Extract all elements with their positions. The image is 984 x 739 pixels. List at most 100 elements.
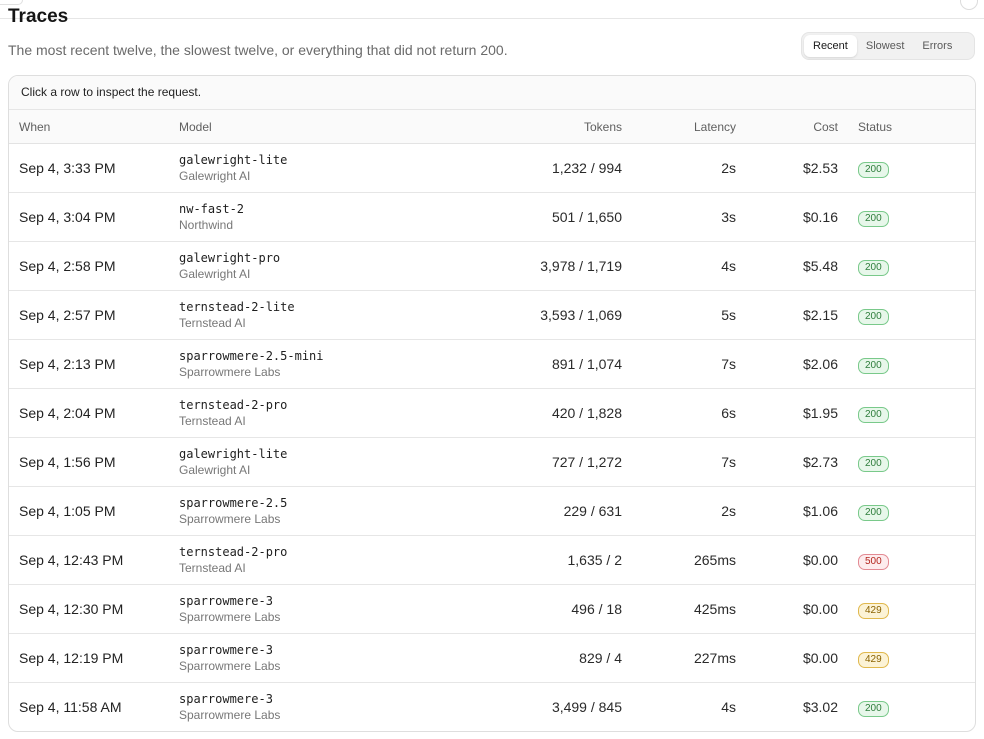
cell-latency: 5s xyxy=(721,307,736,323)
column-header-latency: Latency xyxy=(693,119,736,134)
model-name: sparrowmere-2.5 xyxy=(179,495,288,510)
model-name: ternstead-2-pro xyxy=(179,397,288,412)
cell-status: 200 xyxy=(838,208,889,227)
filter-slowest[interactable]: Slowest xyxy=(865,40,905,52)
status-badge: 200 xyxy=(858,700,889,717)
model-name: sparrowmere-3 xyxy=(179,691,273,706)
table-row[interactable]: Sep 4, 11:58 AM sparrowmere-3 Sparrowmer… xyxy=(9,683,975,731)
status-badge: 200 xyxy=(858,455,889,472)
cell-tokens: 1,635 / 2 xyxy=(567,552,623,568)
cell-model: sparrowmere-2.5-mini Sparrowmere Labs xyxy=(169,349,429,380)
cell-latency: 4s xyxy=(721,699,736,715)
model-provider: Sparrowmere Labs xyxy=(179,609,281,624)
model-provider: Galewright AI xyxy=(179,168,251,183)
cell-when: Sep 4, 12:19 PM xyxy=(19,650,124,666)
cell-model: galewright-pro Galewright AI xyxy=(169,251,429,282)
model-name: galewright-lite xyxy=(179,152,288,167)
table-row[interactable]: Sep 4, 12:30 PM sparrowmere-3 Sparrowmer… xyxy=(9,585,975,634)
cell-status: 200 xyxy=(838,404,889,423)
cell-cost: $0.00 xyxy=(802,650,838,666)
cell-status: 500 xyxy=(838,551,889,570)
model-name: sparrowmere-2.5-mini xyxy=(179,348,324,363)
model-provider: Galewright AI xyxy=(179,266,251,281)
table-row[interactable]: Sep 4, 2:13 PM sparrowmere-2.5-mini Spar… xyxy=(9,340,975,389)
model-name: sparrowmere-3 xyxy=(179,642,273,657)
cell-cost: $1.06 xyxy=(802,503,838,519)
table-row[interactable]: Sep 4, 1:05 PM sparrowmere-2.5 Sparrowme… xyxy=(9,487,975,536)
filter-recent[interactable]: Recent xyxy=(804,35,857,57)
cell-when: Sep 4, 3:33 PM xyxy=(19,160,116,176)
cell-latency: 3s xyxy=(721,209,736,225)
cell-model: ternstead-2-pro Ternstead AI xyxy=(169,398,429,429)
table-row[interactable]: Sep 4, 3:33 PM galewright-lite Galewrigh… xyxy=(9,144,975,193)
table-row[interactable]: Sep 4, 12:19 PM sparrowmere-3 Sparrowmer… xyxy=(9,634,975,683)
cell-tokens: 496 / 18 xyxy=(571,601,622,617)
top-bar-circle-button[interactable] xyxy=(960,0,978,10)
table-row[interactable]: Sep 4, 1:56 PM galewright-lite Galewrigh… xyxy=(9,438,975,487)
page-title: Traces xyxy=(8,8,69,27)
status-badge: 200 xyxy=(858,259,889,276)
model-provider: Ternstead AI xyxy=(179,315,246,330)
cell-when: Sep 4, 2:04 PM xyxy=(19,405,116,421)
cell-latency: 6s xyxy=(721,405,736,421)
cell-latency: 425ms xyxy=(693,601,736,617)
status-badge: 200 xyxy=(858,210,889,227)
table-body: Sep 4, 3:33 PM galewright-lite Galewrigh… xyxy=(9,144,975,731)
model-name: ternstead-2-lite xyxy=(179,299,295,314)
table-header: When Model Tokens Latency Cost Status xyxy=(9,110,975,144)
cell-cost: $2.53 xyxy=(802,160,838,176)
table-row[interactable]: Sep 4, 2:58 PM galewright-pro Galewright… xyxy=(9,242,975,291)
cell-status: 200 xyxy=(838,159,889,178)
cell-when: Sep 4, 3:04 PM xyxy=(19,209,116,225)
model-name: galewright-lite xyxy=(179,446,288,461)
filter-errors[interactable]: Errors xyxy=(922,40,953,52)
trace-filter-segmented-control: Recent Slowest Errors xyxy=(801,32,975,60)
model-provider: Ternstead AI xyxy=(179,413,246,428)
cell-tokens: 229 / 631 xyxy=(563,503,622,519)
column-header-model: Model xyxy=(179,119,212,134)
cell-cost: $5.48 xyxy=(802,258,838,274)
cell-model: galewright-lite Galewright AI xyxy=(169,447,429,478)
status-badge: 200 xyxy=(858,357,889,374)
cell-status: 200 xyxy=(838,698,889,717)
cell-tokens: 3,978 / 1,719 xyxy=(540,258,622,274)
table-row[interactable]: Sep 4, 2:04 PM ternstead-2-pro Ternstead… xyxy=(9,389,975,438)
cell-status: 429 xyxy=(838,649,889,668)
cell-when: Sep 4, 2:13 PM xyxy=(19,356,116,372)
cell-model: sparrowmere-3 Sparrowmere Labs xyxy=(169,643,429,674)
cell-cost: $0.00 xyxy=(802,601,838,617)
cell-model: sparrowmere-3 Sparrowmere Labs xyxy=(169,692,429,723)
cell-tokens: 1,232 / 994 xyxy=(551,160,622,176)
table-row[interactable]: Sep 4, 3:04 PM nw-fast-2 Northwind 501 /… xyxy=(9,193,975,242)
cell-status: 200 xyxy=(838,502,889,521)
cell-latency: 2s xyxy=(721,160,736,176)
table-row[interactable]: Sep 4, 12:43 PM ternstead-2-pro Ternstea… xyxy=(9,536,975,585)
cell-tokens: 727 / 1,272 xyxy=(551,454,622,470)
table-hint: Click a row to inspect the request. xyxy=(9,76,975,110)
column-header-tokens: Tokens xyxy=(583,119,622,134)
cell-status: 200 xyxy=(838,257,889,276)
status-badge: 500 xyxy=(858,553,889,570)
cell-model: ternstead-2-lite Ternstead AI xyxy=(169,300,429,331)
model-name: nw-fast-2 xyxy=(179,201,245,216)
cell-status: 200 xyxy=(838,306,889,325)
cell-model: sparrowmere-2.5 Sparrowmere Labs xyxy=(169,496,429,527)
cell-status: 200 xyxy=(838,355,889,374)
cell-cost: $2.06 xyxy=(802,356,838,372)
table-row[interactable]: Sep 4, 2:57 PM ternstead-2-lite Ternstea… xyxy=(9,291,975,340)
top-bar-tab-edge xyxy=(0,0,23,5)
cell-latency: 7s xyxy=(721,454,736,470)
cell-when: Sep 4, 12:43 PM xyxy=(19,552,124,568)
cell-latency: 4s xyxy=(721,258,736,274)
cell-latency: 2s xyxy=(721,503,736,519)
cell-tokens: 420 / 1,828 xyxy=(551,405,622,421)
cell-latency: 227ms xyxy=(693,650,736,666)
cell-cost: $0.00 xyxy=(802,552,838,568)
status-badge: 200 xyxy=(858,161,889,178)
cell-when: Sep 4, 11:58 AM xyxy=(19,699,122,715)
model-provider: Ternstead AI xyxy=(179,560,246,575)
page-subtitle: The most recent twelve, the slowest twel… xyxy=(8,42,508,58)
model-provider: Sparrowmere Labs xyxy=(179,511,281,526)
cell-model: sparrowmere-3 Sparrowmere Labs xyxy=(169,594,429,625)
cell-latency: 7s xyxy=(721,356,736,372)
